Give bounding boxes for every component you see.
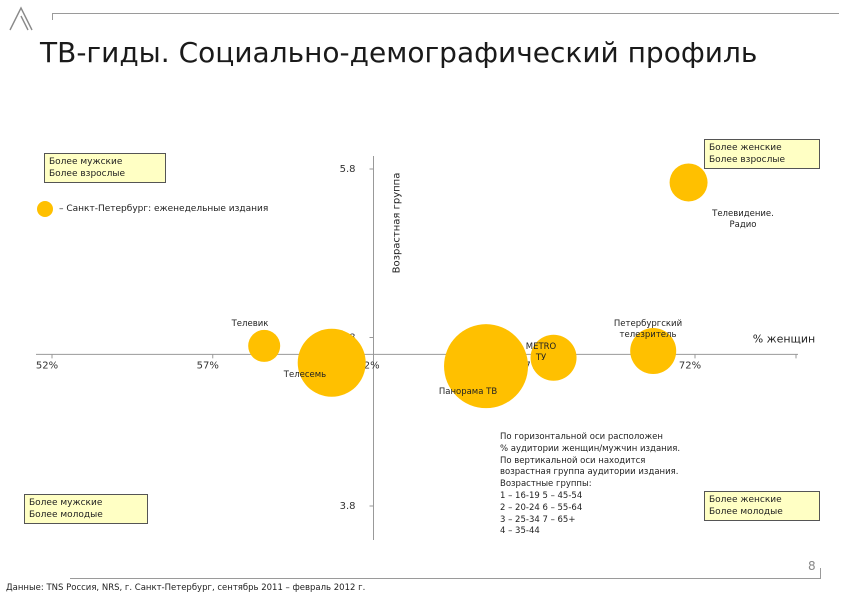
bubble-point bbox=[297, 328, 366, 397]
chart-legend: – Санкт-Петербург: еженедельные издания bbox=[37, 201, 268, 217]
axis-explanation-note: По горизонтальной оси расположен% аудито… bbox=[500, 432, 681, 537]
page-number: 8 bbox=[808, 559, 816, 573]
bubble-label: Телесемь bbox=[283, 370, 326, 380]
bubble-label: ТУ bbox=[535, 353, 547, 363]
quadrant-label-top-left: Более мужские Более взрослые bbox=[44, 153, 166, 183]
bubble-point bbox=[669, 163, 708, 202]
bubble-label: Радио bbox=[730, 220, 757, 230]
bubble-label: Петербургский bbox=[614, 319, 682, 329]
y-tick-label: 5.8 bbox=[340, 164, 356, 175]
bubble-label: Панорама ТВ bbox=[439, 387, 497, 397]
footer-divider bbox=[70, 568, 821, 579]
bubble-label: Телевидение. bbox=[711, 209, 774, 219]
bubble-label: телезритель bbox=[620, 330, 677, 340]
quadrant-label-top-right: Более женские Более взрослые bbox=[704, 139, 820, 169]
bubble-point bbox=[444, 324, 529, 409]
x-tick-label: 62% bbox=[357, 360, 379, 371]
x-tick-label: 67% bbox=[518, 360, 540, 371]
legend-label: – Санкт-Петербург: еженедельные издания bbox=[59, 204, 269, 214]
logo bbox=[8, 6, 34, 32]
bubble-point bbox=[248, 329, 281, 362]
x-tick-label: 57% bbox=[197, 360, 219, 371]
x-axis-label: % женщин bbox=[753, 332, 816, 345]
x-tick-label: 52% bbox=[36, 360, 58, 371]
bubble-label: Телевик bbox=[231, 319, 269, 329]
bubble-point bbox=[630, 327, 677, 374]
source-note: Данные: TNS Россия, NRS, г. Санкт-Петерб… bbox=[6, 583, 366, 593]
legend-marker bbox=[37, 201, 53, 217]
page-title: ТВ-гиды. Социально-демографический профи… bbox=[40, 36, 758, 69]
x-tick-label: 72% bbox=[679, 360, 701, 371]
quadrant-label-bottom-left: Более мужские Более молодые bbox=[24, 494, 148, 524]
top-divider bbox=[52, 13, 839, 20]
y-axis-label: Возрастная группа bbox=[392, 173, 403, 274]
bubble-label: METRO bbox=[526, 342, 557, 352]
quadrant-label-bottom-right: Более женские Более молодые bbox=[704, 491, 820, 521]
bubble-point bbox=[530, 334, 577, 381]
y-tick-label: 3.8 bbox=[340, 501, 356, 512]
